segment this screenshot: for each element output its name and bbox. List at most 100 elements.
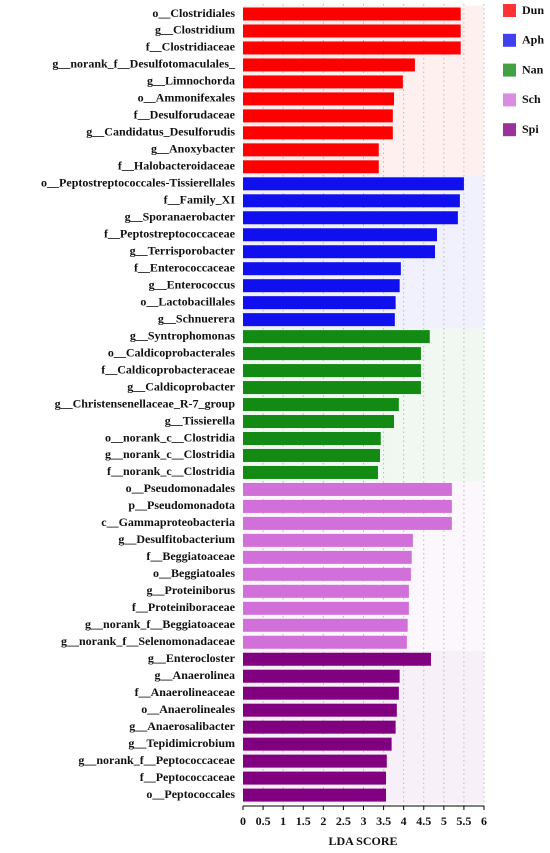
y-tick-label: f__Proteiniboraceae [132, 600, 236, 614]
y-tick-label: g__norank_f__Beggiatoaceae [85, 617, 236, 631]
y-tick-label: g__Enterocloster [148, 651, 236, 665]
bar [243, 550, 412, 564]
legend-swatch [503, 63, 516, 77]
legend-label: Dun [522, 3, 544, 17]
y-tick-label: p__Pseudomonadota [128, 498, 235, 512]
y-tick-label: g__Desulfitobacterium [118, 532, 235, 546]
y-tick-label: g__norank_f__Peptococcaceae [78, 753, 235, 767]
y-tick-label: f__Peptostreptococcaceae [104, 226, 236, 240]
bar [243, 228, 438, 242]
legend-label: Aph [522, 33, 544, 47]
legend-swatch [503, 93, 516, 107]
legend-swatch [503, 4, 516, 17]
y-tick-label: g__Candidatus_Desulforudis [86, 125, 235, 139]
y-tick-label: g__Christensenellaceae_R-7_group [55, 396, 236, 410]
bar [243, 126, 393, 140]
y-tick-label: c__Gammaproteobacteria [101, 515, 235, 529]
y-tick-label: g__Tepidimicrobium [128, 736, 235, 750]
bar [243, 465, 378, 479]
bar [243, 58, 415, 72]
x-tick-label: 4.5 [416, 814, 431, 828]
bar [243, 75, 403, 89]
bar [243, 788, 386, 802]
x-tick-label: 1 [280, 814, 286, 828]
y-tick-label: f__Halobacteroidaceae [118, 159, 236, 173]
bar [243, 584, 409, 598]
y-tick-label: g__Clostridium [155, 23, 235, 37]
x-tick-label: 6 [481, 814, 487, 828]
y-tick-label: f__Beggiatoaceae [146, 549, 235, 563]
y-tick-label: o__Anaerolineales [141, 702, 235, 716]
bar [243, 482, 452, 496]
bar [243, 143, 379, 157]
bar [243, 533, 413, 547]
bar [243, 754, 387, 768]
bar [243, 92, 395, 106]
y-tick-label: g__Schnuerera [158, 311, 235, 325]
bar [243, 330, 430, 344]
y-tick-label: f__Caldicoprobacteraceae [101, 362, 235, 376]
legend-label: Spi [522, 122, 539, 136]
bar [243, 245, 435, 259]
bar [243, 652, 431, 666]
bar [243, 24, 461, 38]
bar [243, 669, 400, 683]
y-tick-label: g__Enterococcus [149, 277, 236, 291]
y-tick-label: g__Limnochorda [147, 74, 235, 88]
bar [243, 109, 393, 123]
bar [243, 601, 409, 615]
legend-swatch [503, 33, 516, 47]
bar [243, 415, 395, 429]
y-tick-label: g__Sporanaerobacter [125, 210, 236, 224]
y-tick-label: g__Caldicoprobacter [127, 379, 235, 393]
legend-label: Sch [522, 92, 541, 106]
bar [243, 499, 452, 513]
x-tick-label: 1.5 [296, 814, 311, 828]
bar [243, 211, 458, 225]
bar [243, 160, 379, 174]
y-tick-label: f__Family_XI [164, 193, 236, 207]
y-tick-label: f__Clostridiaceae [146, 40, 236, 54]
bar [243, 618, 408, 632]
x-tick-label: 2 [320, 814, 326, 828]
bar [243, 635, 407, 649]
bar [243, 177, 464, 191]
y-tick-label: g__Anoxybacter [151, 142, 236, 156]
bar [243, 737, 392, 751]
bar [243, 347, 421, 361]
y-tick-label: g__Syntrophomonas [130, 328, 235, 342]
bar [243, 296, 396, 310]
bar [243, 432, 381, 445]
x-tick-label: 0.5 [256, 814, 271, 828]
y-tick-label: o__Caldicoprobacterales [108, 345, 235, 359]
bar [243, 194, 460, 208]
x-tick-label: 0 [240, 814, 246, 828]
y-tick-label: o__Beggiatoales [153, 566, 235, 580]
y-tick-label: f__Peptococcaceae [140, 770, 236, 784]
y-tick-label: o__Clostridiales [152, 6, 235, 20]
y-tick-label: f__Enterococcaceae [134, 260, 236, 274]
x-tick-label: 3.5 [376, 814, 391, 828]
y-tick-label: g__norank_f__Selenomonadaceae [61, 634, 236, 648]
y-tick-label: g__norank_f__Desulfotomaculales_ [52, 57, 236, 71]
bar [243, 41, 461, 55]
legend-swatch [503, 123, 516, 137]
x-tick-label: 4 [401, 814, 407, 828]
bar [243, 448, 380, 462]
y-tick-label: o__Lactobacillales [140, 294, 235, 308]
y-tick-label: g__Anaerosalibacter [129, 719, 235, 733]
x-tick-label: 5.5 [456, 814, 471, 828]
bar [243, 279, 400, 293]
y-tick-label: o__Peptostreptococcales-Tissierellales [41, 176, 235, 190]
y-tick-label: o__Pseudomonadales [126, 481, 236, 495]
x-tick-label: 2.5 [336, 814, 351, 828]
y-tick-label: f__Desulforudaceae [134, 108, 236, 122]
bar [243, 771, 386, 785]
legend-label: Nan [522, 62, 544, 76]
y-tick-label: f__norank_c__Clostridia [107, 464, 235, 478]
y-tick-label: g__Tissierella [165, 413, 235, 427]
bar [243, 703, 397, 717]
y-tick-label: o__Ammonifexales [138, 91, 236, 105]
y-tick-label: g__norank_c__Clostridia [105, 447, 235, 461]
y-tick-label: o__Peptococcales [146, 787, 235, 801]
